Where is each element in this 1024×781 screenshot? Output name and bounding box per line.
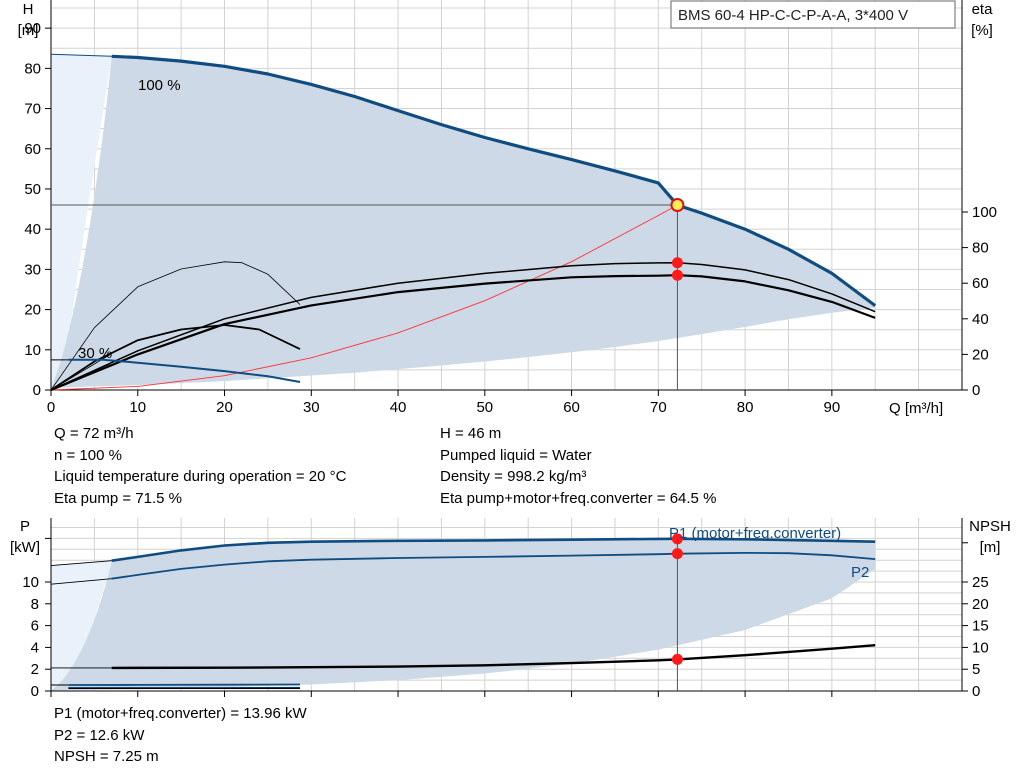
y-tick-label-left: 0 [33,382,41,399]
y-tick-label-right: 10 [972,639,989,656]
y-tick-label-right: 40 [972,311,989,328]
y-tick-label-right: 20 [972,596,989,613]
P2-curve [111,552,876,580]
y-tick-label-left: 50 [24,181,41,198]
y-tick-label-left: 10 [24,342,41,359]
x-tick-label: 90 [824,399,841,416]
info-eta-total: Eta pump+motor+freq.converter = 64.5 % [440,489,717,507]
P2-boundary [50,578,112,585]
eta-total-marker [671,269,683,281]
info-pumped-liquid: Pumped liquid = Water [440,446,592,464]
x-tick-label: 0 [47,399,55,416]
info-liquid-temperature: Liquid temperature during operation = 20… [54,468,347,485]
info-p1: P1 (motor+freq.converter) = 13.96 kW [54,705,307,722]
eta-pump-b-curve [50,261,876,391]
eta-partial-b-curve [50,261,301,391]
y-tick-label-right: 15 [972,618,989,635]
head-max-curve [111,54,877,307]
system-curve [50,204,678,391]
y-axis-label-right: NPSH [969,518,1011,535]
operating-info-left: Q = 72 m³/h n = 100 % Liquid temperature… [54,423,346,509]
chart-title: BMS 60-4 HP-C-C-P-A-A, 3*400 V [678,7,908,24]
y-axis-unit-right: [m] [980,539,1001,556]
x-tick-label: 50 [476,399,493,416]
x-tick-label: 20 [216,399,233,416]
P1-boundary [50,560,112,567]
low-speed-region [51,54,112,390]
duty-point-marker [670,198,685,213]
operating-envelope [51,538,876,691]
head-min-curve [68,358,301,383]
y-tick-label-right: 25 [972,574,989,591]
info-p2: P2 = 12.6 kW [54,726,145,744]
x-axis-label: Q [m³/h] [889,400,943,417]
low-speed-region [51,560,112,691]
npsh-marker [671,653,683,665]
y-axis-unit-left: [m] [18,22,39,39]
y-tick-label-left: 90 [24,20,41,37]
y-tick-label-left: 0 [31,683,39,700]
operating-envelope [51,56,876,388]
y-tick-label-left: 8 [31,596,39,613]
curve-label-30: 30 % [78,345,112,362]
info-eta-pump: Eta pump = 71.5 % [54,489,182,507]
y-tick-label-left: 10 [22,574,39,591]
x-tick-label: 80 [737,399,754,416]
eta-pump-marker [671,257,683,269]
y-tick-label-right: 80 [972,240,989,257]
curve-label-p1: P1 (motor+freq.converter) [669,525,841,542]
P1-low-curve [68,683,301,686]
y-tick-label-left: 2 [31,661,39,678]
head-left-boundary [50,53,112,57]
y-axis-label-right: eta [972,1,994,18]
y-tick-label-left: 4 [31,639,39,656]
info-density: Density = 998.2 kg/m³ [440,468,587,485]
y-tick-label-left: 70 [24,101,41,118]
y-tick-label-left: 80 [24,60,41,77]
y-tick-label-left: 30 [24,261,41,278]
y-tick-label-right: 60 [972,275,989,292]
y-tick-label-left: 6 [31,618,39,635]
info-n: n = 100 % [54,446,122,464]
P1-curve [111,537,876,562]
info-q: Q = 72 m³/h [54,425,134,442]
y-tick-label-right: 100 [972,204,997,221]
eta-partial-a-curve [50,324,301,391]
x-tick-label: 40 [390,399,407,416]
y-tick-label-right: 0 [972,382,980,399]
p2-marker [671,548,683,560]
power-info: P1 (motor+freq.converter) = 13.96 kW P2 … [54,703,307,768]
operating-info-right: H = 46 m Pumped liquid = Water Density =… [440,423,716,509]
curve-label-p2: P2 [851,564,869,581]
y-tick-label-right: 0 [972,683,980,700]
y-tick-label-left: 20 [24,302,41,319]
x-tick-label: 70 [650,399,667,416]
info-h: H = 46 m [440,425,502,442]
y-tick-label-left: 40 [24,221,41,238]
y-axis-unit-right: [%] [971,22,993,39]
p1-marker [671,533,683,545]
head-efficiency-chart: 0 10 20 30 40 50 60 70 80 90 0 10 20 30 40 50 60 70 80 90 0 2… [18,0,997,417]
y-axis-unit-left: [kW] [10,539,40,556]
y-axis-label-left: P [20,518,30,535]
power-npsh-chart: 0 2 4 6 8 10 0 5 10 15 20 25 P [kW] NPSH [m] P1 (motor+f… [10,518,1011,700]
y-tick-label-left: 60 [24,141,41,158]
eta-pump-curve [50,274,876,392]
info-npsh: NPSH = 7.25 m [54,748,159,765]
NPSH-curve [111,644,876,670]
y-tick-label-right: 20 [972,346,989,363]
title-box [670,0,956,29]
y-tick-label-right: 5 [972,661,980,678]
curve-label-100: 100 % [138,77,181,94]
x-tick-label: 10 [129,399,146,416]
y-axis-label-left: H [23,1,34,18]
x-tick-label: 30 [303,399,320,416]
x-tick-label: 60 [563,399,580,416]
